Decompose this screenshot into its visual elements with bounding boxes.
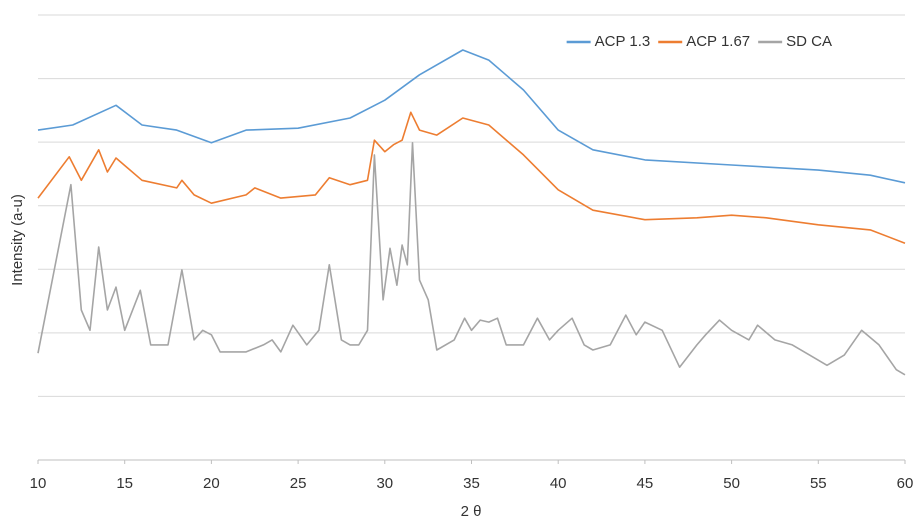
x-tick-label: 35 (463, 475, 480, 492)
x-tick-label: 45 (637, 475, 654, 492)
legend-label: SD CA (786, 33, 832, 50)
x-axis-label: 2 θ (461, 503, 482, 520)
y-axis-label: Intensity (a-u) (9, 194, 26, 286)
x-tick-label: 30 (376, 475, 393, 492)
x-tick-label: 10 (30, 475, 47, 492)
x-tick-label: 25 (290, 475, 307, 492)
x-tick-label: 60 (897, 475, 914, 492)
x-tick-label: 40 (550, 475, 567, 492)
series-line (37, 142, 906, 376)
series-line (37, 49, 906, 184)
x-tick-label: 15 (116, 475, 133, 492)
x-tick-label: 50 (723, 475, 740, 492)
x-tick-label: 55 (810, 475, 827, 492)
legend-label: ACP 1.67 (686, 33, 750, 50)
x-tick-label: 20 (203, 475, 220, 492)
legend-label: ACP 1.3 (595, 33, 651, 50)
series-line (37, 111, 906, 244)
